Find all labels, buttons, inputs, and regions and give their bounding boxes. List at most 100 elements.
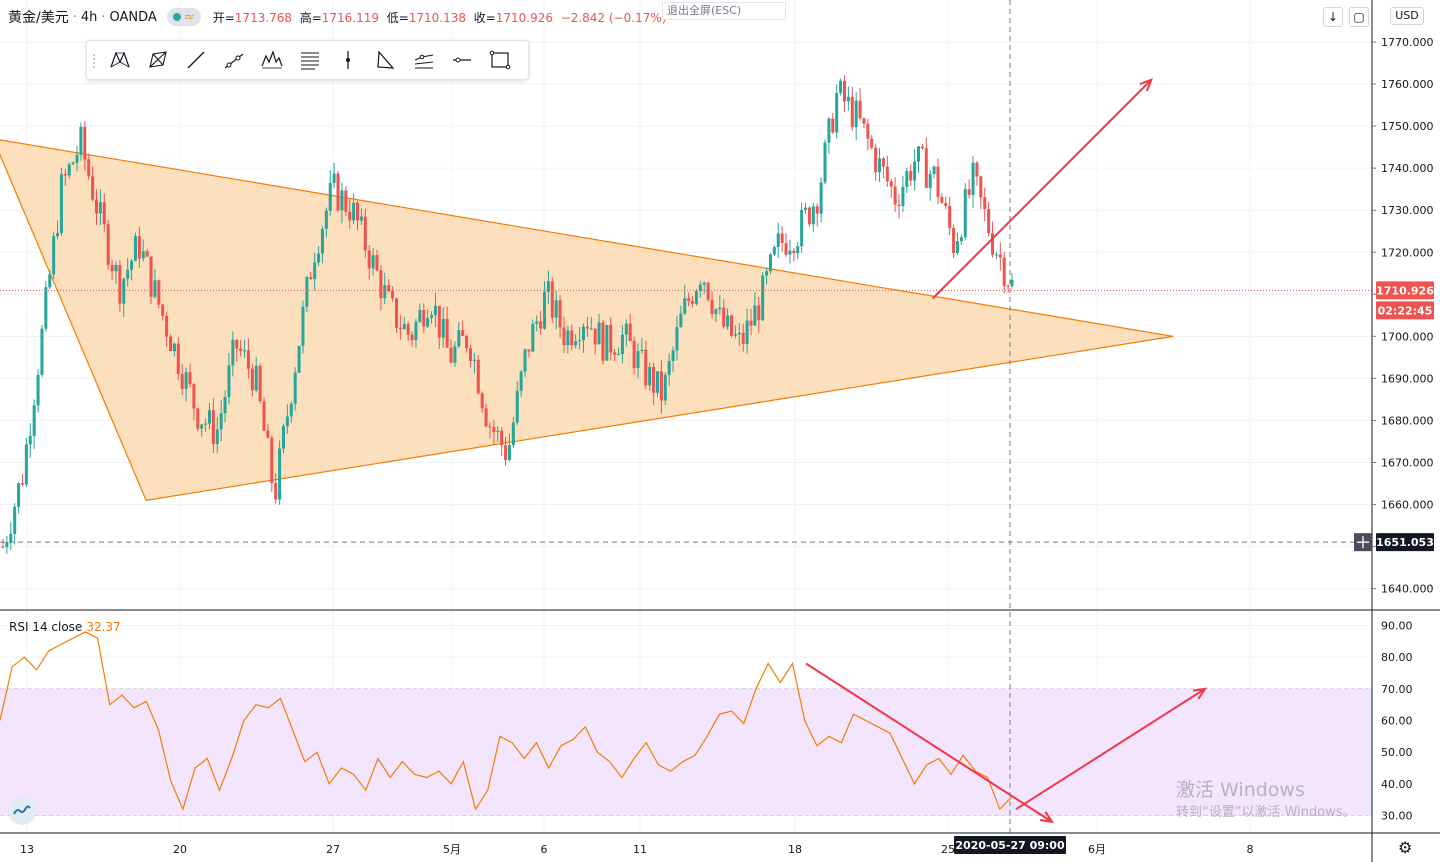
market-status-badge[interactable]: ≈ xyxy=(166,8,201,26)
candle-body xyxy=(204,423,208,425)
rsi-legend: RSI 14 close 32.37 xyxy=(9,620,121,634)
candle-body xyxy=(952,227,956,254)
candle-body xyxy=(5,541,9,547)
candle-body xyxy=(535,321,539,324)
candle-body xyxy=(827,118,831,143)
open-value: 1713.768 xyxy=(234,10,293,25)
elliott-wave-button[interactable] xyxy=(253,41,291,79)
pitchfork-button[interactable] xyxy=(405,41,443,79)
symbol-name[interactable]: 黄金/美元 xyxy=(8,10,69,26)
candle-body xyxy=(648,367,652,386)
candle-body xyxy=(831,118,835,133)
candle-body xyxy=(398,327,402,329)
candle-body xyxy=(636,350,640,369)
candle-body xyxy=(971,162,975,195)
candle-body xyxy=(211,410,215,445)
vertical-line-button[interactable] xyxy=(329,41,367,79)
x-tick-label: 8 xyxy=(1247,843,1254,856)
candle-body xyxy=(694,290,698,304)
rsi-projection-arrow-head xyxy=(1192,687,1208,700)
rectangle-button[interactable] xyxy=(481,41,519,79)
candle-body xyxy=(375,255,379,271)
candle-body xyxy=(652,367,656,393)
candle-body xyxy=(410,334,414,341)
candle-body xyxy=(313,262,317,280)
parallel-channel-button[interactable] xyxy=(291,41,329,79)
fullscreen-icon[interactable]: ▢ xyxy=(1349,7,1369,27)
candle-body xyxy=(145,251,149,257)
candle-body xyxy=(578,340,582,342)
scroll-down-icon[interactable]: ↓ xyxy=(1323,7,1343,27)
high-label: 高 xyxy=(299,10,312,25)
candle-body xyxy=(215,429,219,445)
x-tick-label: 5月 xyxy=(443,843,461,856)
candle-body xyxy=(566,330,570,346)
xabcd-pattern-button[interactable] xyxy=(101,41,139,79)
candle-body xyxy=(91,176,95,200)
candle-body xyxy=(324,210,328,229)
y-tick-label: 1760.000 xyxy=(1381,78,1434,91)
candle-body xyxy=(617,354,621,356)
candle-body xyxy=(624,323,628,335)
triangle-pattern-icon xyxy=(377,50,395,69)
candle-body xyxy=(620,334,624,355)
drawing-toolbar xyxy=(86,40,529,80)
candle-body xyxy=(539,321,543,329)
candle-body xyxy=(905,171,909,187)
candle-body xyxy=(44,287,48,329)
candle-body xyxy=(913,161,917,181)
currency-label[interactable]: USD xyxy=(1390,7,1424,25)
candle-body xyxy=(422,309,426,327)
trend-line-button[interactable] xyxy=(177,41,215,79)
candle-body xyxy=(223,397,227,414)
rsi-line xyxy=(0,631,1013,811)
x-tick-label: 13 xyxy=(20,843,34,856)
rsi-tick-label: 60.00 xyxy=(1381,715,1413,728)
trend-annotations[interactable] xyxy=(805,78,1208,824)
gear-icon[interactable]: ⚙ xyxy=(1398,838,1413,857)
triangle-pattern-drawing[interactable] xyxy=(0,139,1174,502)
candle-body xyxy=(340,190,344,211)
candle-body xyxy=(394,298,398,328)
candle-body xyxy=(543,291,547,329)
horizontal-line-button[interactable] xyxy=(443,41,481,79)
tradingview-logo-icon[interactable] xyxy=(8,797,36,825)
low-label: 低 xyxy=(386,10,399,25)
candle-body xyxy=(383,285,387,299)
rsi-tick-label: 40.00 xyxy=(1381,778,1413,791)
candle-body xyxy=(706,282,710,300)
vertical-line-icon xyxy=(346,51,350,69)
bar-countdown-tag: 02:22:45 xyxy=(1378,304,1433,317)
candle-body xyxy=(687,298,691,301)
candle-body xyxy=(1,546,5,548)
rsi-projection-arrow xyxy=(1015,687,1206,811)
candle-body xyxy=(881,158,885,167)
candle-body xyxy=(605,324,609,361)
candle-body xyxy=(796,246,800,254)
candle-body xyxy=(507,445,511,460)
candle-body xyxy=(593,328,597,345)
candle-body xyxy=(679,313,683,328)
y-tick-label: 1730.000 xyxy=(1381,204,1434,217)
candle-body xyxy=(889,181,893,187)
candle-body xyxy=(979,176,983,198)
candle-body xyxy=(235,339,239,349)
candle-body xyxy=(137,236,141,259)
rsi-value: 32.37 xyxy=(86,620,121,634)
current-price-tag-bg xyxy=(1376,281,1434,300)
candle-body xyxy=(737,332,741,335)
candle-body xyxy=(585,326,589,329)
drag-handle-icon[interactable] xyxy=(92,53,96,69)
ray-button[interactable] xyxy=(215,41,253,79)
candle-body xyxy=(885,166,889,182)
candle-body xyxy=(106,224,110,265)
candle-body xyxy=(866,123,870,139)
candle-body xyxy=(297,345,301,373)
cypher-pattern-button[interactable] xyxy=(139,41,177,79)
exit-fullscreen-button[interactable]: 退出全屏(ESC) xyxy=(662,2,786,20)
candle-body xyxy=(601,322,605,361)
interval-label[interactable]: 4h xyxy=(80,9,98,25)
candle-body xyxy=(994,254,998,256)
triangle-pattern-button[interactable] xyxy=(367,41,405,79)
